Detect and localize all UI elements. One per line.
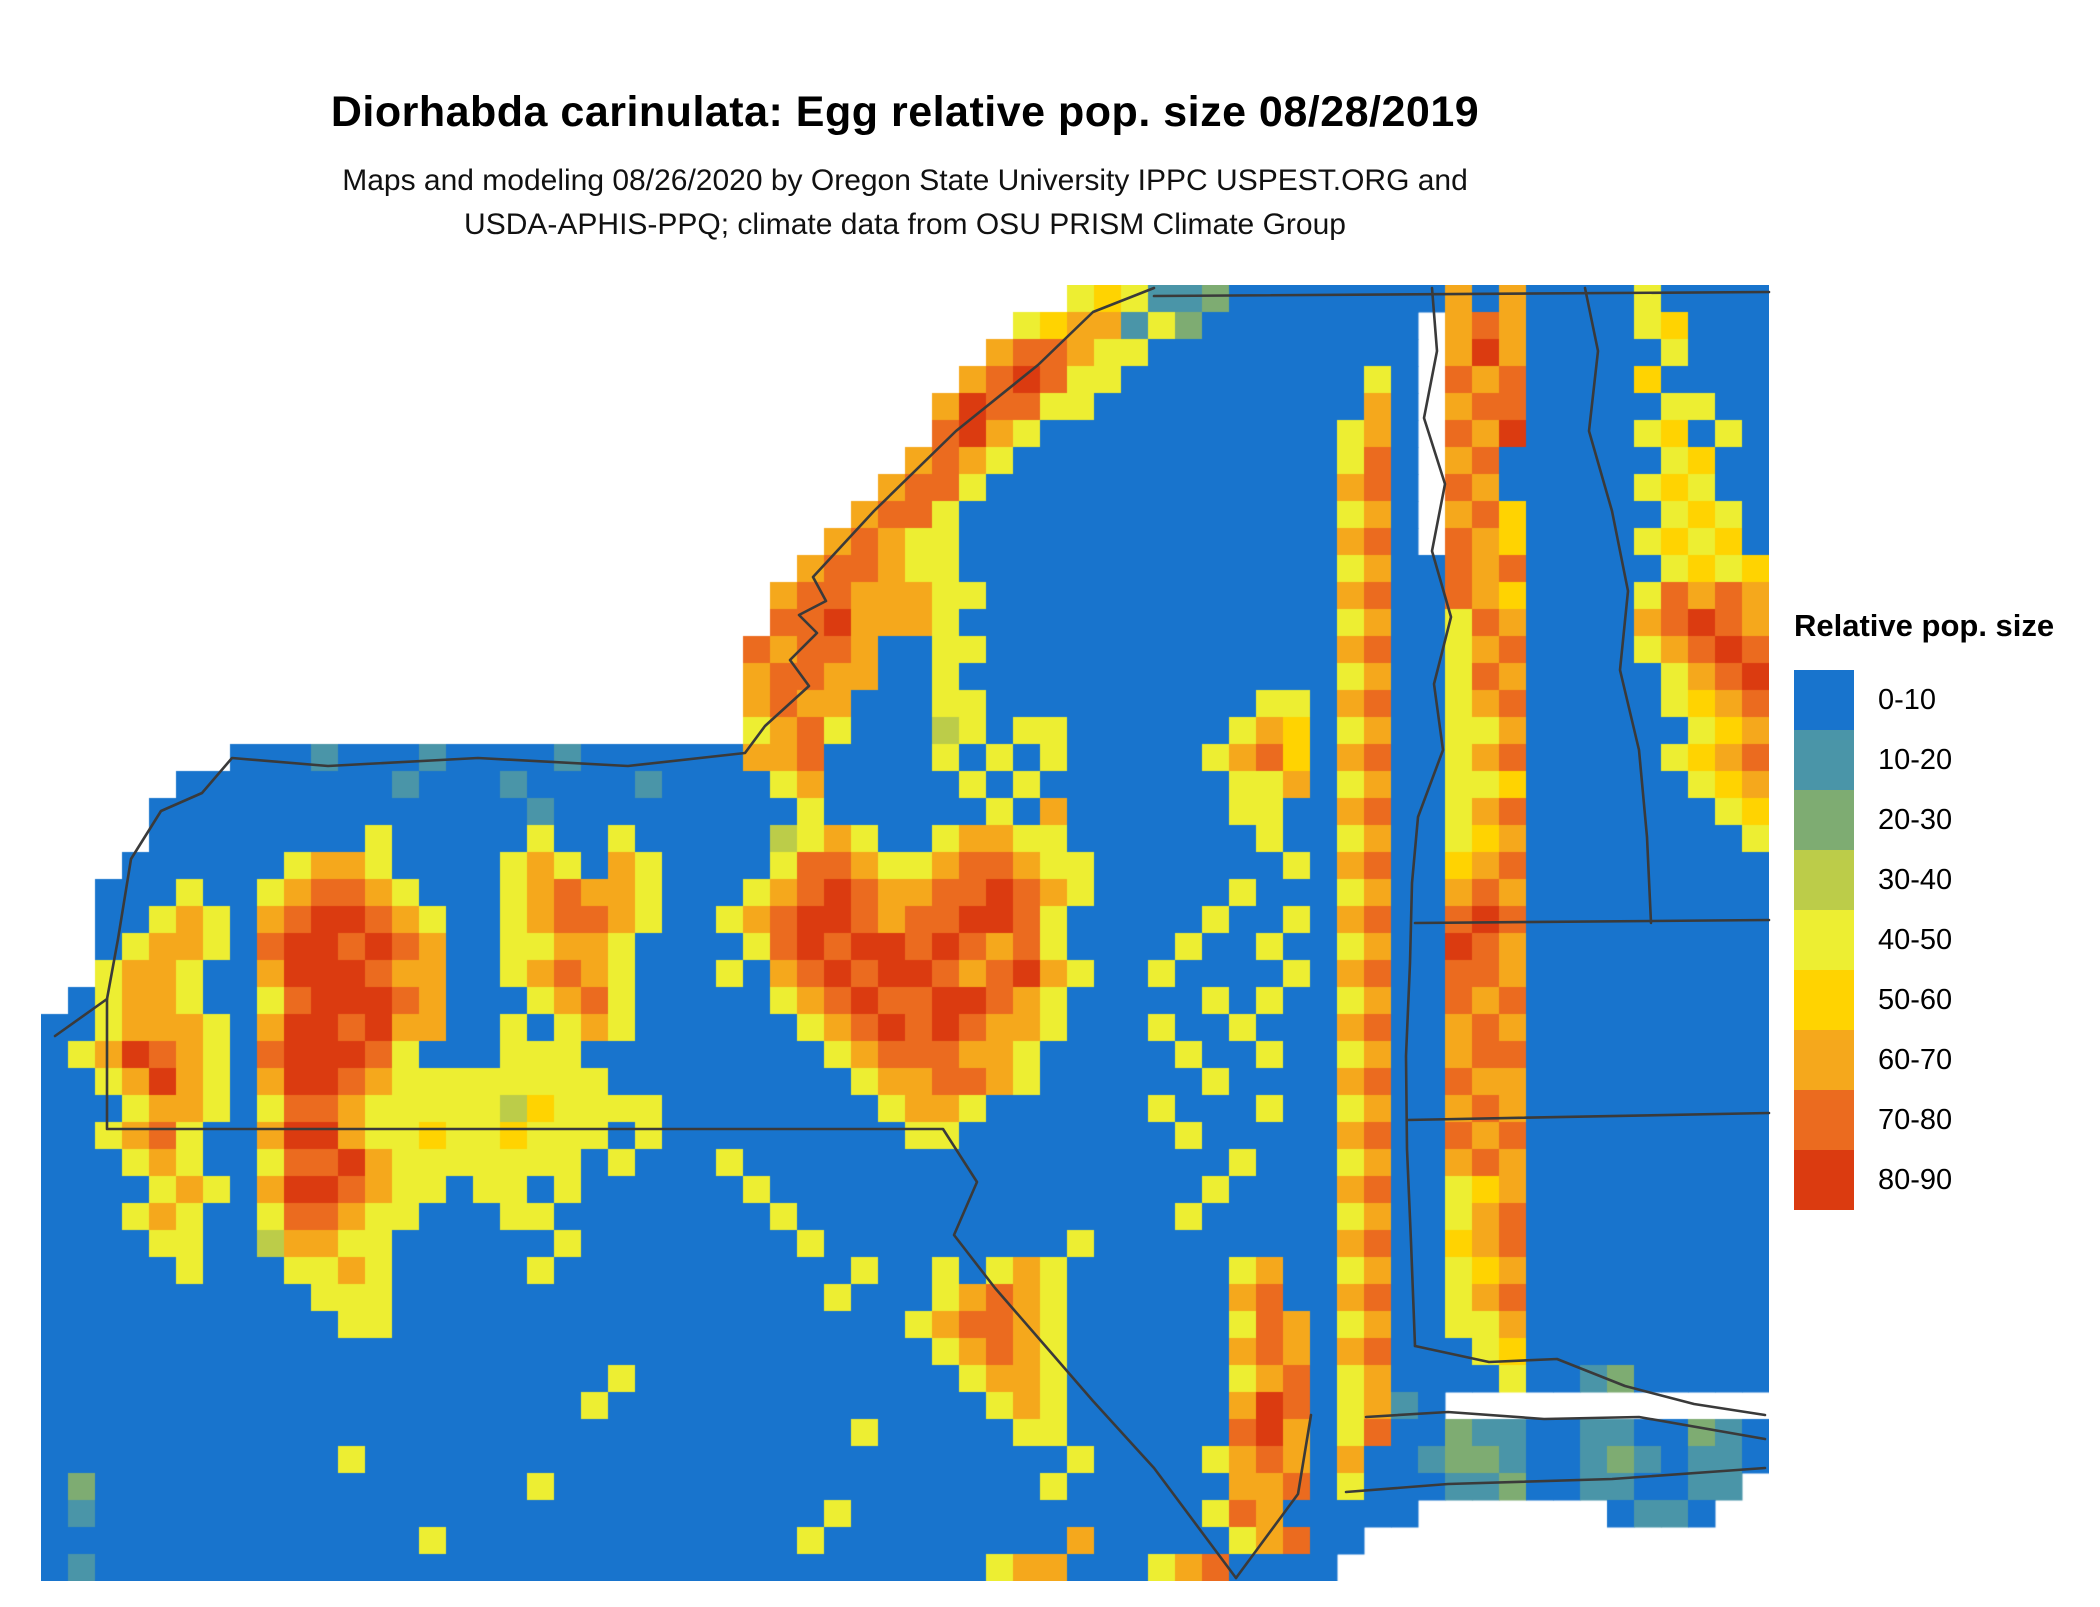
legend-item: 30-40 <box>1794 850 2054 910</box>
map-header: Diorhabda carinulata: Egg relative pop. … <box>0 88 1810 246</box>
legend-item: 50-60 <box>1794 970 2054 1030</box>
legend-item-label: 80-90 <box>1878 1163 1953 1196</box>
legend-item-label: 20-30 <box>1878 803 1953 836</box>
map-subtitle-line1: Maps and modeling 08/26/2020 by Oregon S… <box>342 164 1468 197</box>
population-raster-map <box>41 285 1769 1581</box>
legend-items: 0-10 10-20 20-30 30-40 40-50 50-60 60-70 70-80 8… <box>1794 670 2054 1210</box>
legend-item: 40-50 <box>1794 910 2054 970</box>
legend: Relative pop. size 0-10 10-20 20-30 30-40 40… <box>1794 608 2054 1210</box>
legend-item: 10-20 <box>1794 730 2054 790</box>
legend-item: 70-80 <box>1794 1090 2054 1150</box>
legend-swatch <box>1794 1090 1854 1150</box>
map-title: Diorhabda carinulata: Egg relative pop. … <box>330 88 1480 136</box>
legend-item: 0-10 <box>1794 670 2054 730</box>
legend-item-label: 10-20 <box>1878 743 1953 776</box>
legend-item-label: 60-70 <box>1878 1043 1953 1076</box>
map-subtitle: Maps and modeling 08/26/2020 by Oregon S… <box>0 159 1810 246</box>
map-subtitle-line2: USDA-APHIS-PPQ; climate data from OSU PR… <box>464 207 1346 241</box>
legend-item-label: 70-80 <box>1878 1103 1953 1136</box>
legend-swatch <box>1794 850 1854 910</box>
legend-item: 80-90 <box>1794 1150 2054 1210</box>
legend-item-label: 40-50 <box>1878 923 1953 956</box>
legend-item: 60-70 <box>1794 1030 2054 1090</box>
legend-swatch <box>1794 1030 1854 1090</box>
legend-item-label: 0-10 <box>1878 683 1937 716</box>
legend-title: Relative pop. size <box>1794 608 2055 643</box>
legend-swatch <box>1794 670 1854 730</box>
legend-swatch <box>1794 790 1854 850</box>
legend-swatch <box>1794 730 1854 790</box>
legend-item: 20-30 <box>1794 790 2054 850</box>
legend-swatch <box>1794 1150 1854 1210</box>
legend-swatch <box>1794 970 1854 1030</box>
legend-item-label: 30-40 <box>1878 863 1953 896</box>
legend-item-label: 50-60 <box>1878 983 1953 1016</box>
legend-swatch <box>1794 910 1854 970</box>
